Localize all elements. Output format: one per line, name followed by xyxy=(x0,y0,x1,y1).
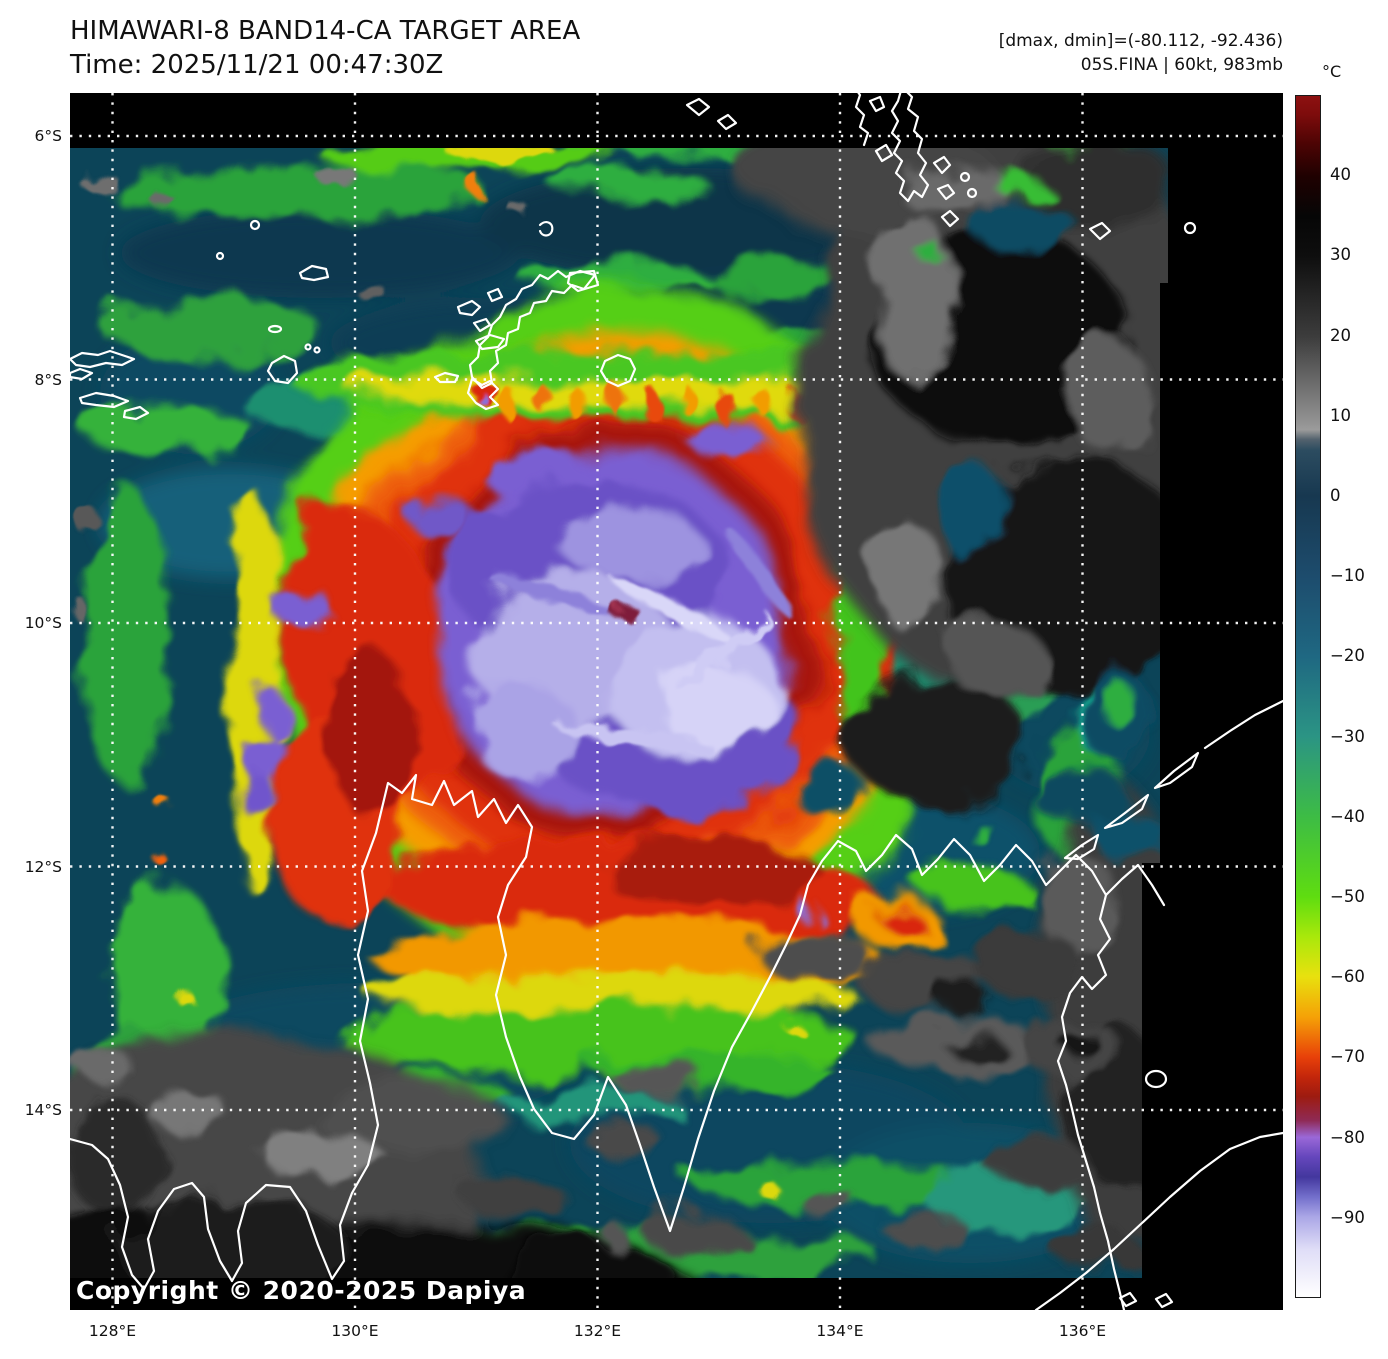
colorbar-tick-label: −80 xyxy=(1330,1127,1365,1147)
copyright-watermark: Copyright © 2020-2025 Dapiya xyxy=(76,1276,527,1305)
lat-tick-label: 14°S xyxy=(24,1101,62,1119)
page-title: HIMAWARI-8 BAND14-CA TARGET AREA xyxy=(70,16,581,46)
coast-small-oval-island xyxy=(266,264,330,385)
colorbar-tick-label: −70 xyxy=(1330,1047,1365,1067)
lon-tick-label: 130°E xyxy=(331,1322,379,1340)
timestamp-label: Time: 2025/11/21 00:47:30Z xyxy=(70,50,444,80)
lat-tick-label: 10°S xyxy=(24,614,62,632)
colorbar-tick-label: −40 xyxy=(1330,806,1365,826)
coast-tiny-ring xyxy=(538,221,554,237)
coast-top-center-islets xyxy=(685,97,738,131)
coast-timor-sw-cape xyxy=(466,377,500,411)
coast-corner-diagonal xyxy=(1034,1131,1283,1310)
colorbar-tick-label: −20 xyxy=(1330,646,1365,666)
coast-tanimbar-1 xyxy=(854,93,886,147)
lon-tick-label: 136°E xyxy=(1058,1322,1107,1340)
colorbar-tick-label: −30 xyxy=(1330,726,1365,746)
lon-tick-label: 134°E xyxy=(816,1322,864,1340)
colorbar-tick-label: −50 xyxy=(1330,887,1365,906)
colorbar-tick-label: −60 xyxy=(1330,967,1365,987)
map-plot-area xyxy=(70,93,1283,1310)
lon-tick-label: 132°E xyxy=(573,1322,622,1340)
lat-tick-label: 8°S xyxy=(34,370,62,389)
coast-corner-islets xyxy=(1118,1291,1174,1309)
colorbar-tick-label: 20 xyxy=(1330,325,1351,345)
lat-tick-label: 6°S xyxy=(34,127,62,145)
coast-left-island-chain xyxy=(70,349,150,421)
coast-island-chain-ne xyxy=(1063,699,1283,861)
dminmax-annotation: [dmax, dmin]=(-80.112, -92.436) xyxy=(998,31,1283,51)
lat-tick-label: 12°S xyxy=(24,857,62,876)
coast-australia-main xyxy=(70,773,1166,1291)
coast-tanimbar-islets xyxy=(874,143,960,228)
coast-mid-right-islets xyxy=(1088,221,1112,241)
coast-tanimbar-2 xyxy=(890,93,930,203)
coast-timor-ne xyxy=(566,269,600,293)
cyclone xyxy=(227,288,955,978)
colorbar-tick-label: −90 xyxy=(1330,1207,1365,1227)
colorbar-tick-label: 10 xyxy=(1330,405,1351,425)
colorbar-tick-label: −10 xyxy=(1330,566,1365,586)
storm-annotation: 05S.FINA | 60kt, 983mb xyxy=(1080,55,1283,75)
coastlines xyxy=(70,93,1283,1310)
colorbar-tick-label: 0 xyxy=(1330,486,1341,505)
colorbar xyxy=(1295,95,1321,1298)
coast-australia-se xyxy=(1056,893,1126,1310)
colorbar-tick-label: 40 xyxy=(1330,165,1351,185)
lon-tick-label: 128°E xyxy=(88,1322,137,1340)
cyclone-eye xyxy=(608,604,638,618)
colorbar-unit-label: °C xyxy=(1322,62,1342,81)
colorbar-tick-label: 30 xyxy=(1330,245,1351,265)
satellite-map xyxy=(70,93,1283,1310)
coast-islets-w-timor xyxy=(456,287,506,351)
